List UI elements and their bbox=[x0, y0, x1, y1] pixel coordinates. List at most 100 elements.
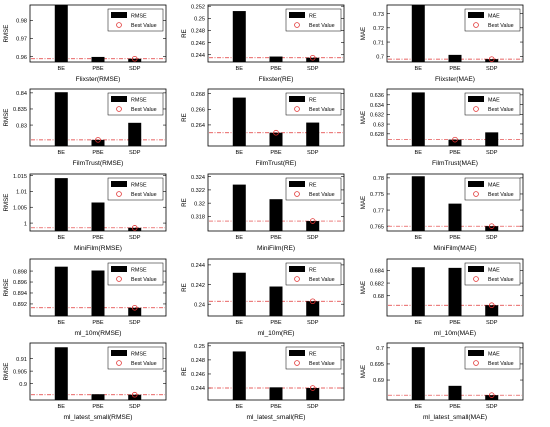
y-tick-label: 0.24 bbox=[194, 302, 205, 308]
chart-title: Flixster(RE) bbox=[259, 76, 294, 83]
legend-best-label: Best Value bbox=[131, 192, 157, 198]
chart-title: ml_10m(RE) bbox=[257, 330, 294, 337]
x-tick-label: PBE bbox=[92, 320, 103, 326]
y-tick-label: 0.244 bbox=[191, 53, 205, 59]
x-tick-label: BE bbox=[236, 150, 244, 156]
x-tick-label: PBE bbox=[449, 404, 460, 410]
y-tick-label: 0.244 bbox=[191, 386, 205, 392]
y-tick-label: 0.73 bbox=[373, 12, 384, 18]
bar-pbe bbox=[269, 286, 283, 316]
y-tick-label: 0.324 bbox=[191, 175, 205, 181]
legend-best-marker bbox=[116, 106, 122, 112]
y-axis-label: MAE bbox=[360, 111, 367, 124]
x-tick-label: PBE bbox=[449, 150, 460, 156]
chart-title: MiniFilm(RE) bbox=[257, 245, 295, 252]
y-tick-label: 0.97 bbox=[16, 37, 27, 43]
x-tick-label: BE bbox=[236, 320, 244, 326]
y-axis-label: MAE bbox=[360, 27, 367, 40]
y-axis-label: RMSE bbox=[3, 109, 10, 127]
x-tick-label: BE bbox=[58, 235, 66, 241]
y-tick-label: 0.98 bbox=[16, 19, 27, 25]
y-axis-label: RE bbox=[181, 367, 188, 376]
legend-best-marker bbox=[473, 191, 479, 197]
y-tick-label: 1.015 bbox=[13, 174, 27, 180]
bar-pbe bbox=[269, 387, 283, 400]
best-value-marker bbox=[273, 129, 279, 136]
chart-title: ml_latest_small(RE) bbox=[247, 414, 306, 421]
bar-pbe bbox=[91, 56, 105, 62]
y-tick-label: 0.684 bbox=[370, 269, 384, 275]
legend-bar-label: MAE bbox=[488, 97, 500, 103]
legend-bar-swatch bbox=[111, 266, 127, 272]
best-value-marker bbox=[488, 223, 495, 229]
chart-title: Flixster(MAE) bbox=[435, 76, 475, 83]
y-axis-label: RMSE bbox=[3, 25, 10, 43]
chart-panel-6: 1 1.005 1.01 1.015 RMSE BE PBE SDP MiniFilm(RMSE… bbox=[3, 173, 167, 252]
bar-be bbox=[232, 351, 246, 400]
legend-bar-label: RE bbox=[309, 182, 317, 188]
legend-best-marker bbox=[116, 22, 122, 28]
best-value-marker bbox=[95, 137, 101, 143]
x-tick-label: SDP bbox=[129, 150, 141, 156]
bar-be bbox=[54, 92, 68, 146]
bar-be bbox=[54, 347, 68, 400]
chart-title: FilmTrust(RMSE) bbox=[73, 160, 124, 167]
legend-bar-swatch bbox=[111, 350, 127, 356]
x-tick-label: BE bbox=[58, 66, 66, 72]
bar-pbe bbox=[269, 132, 283, 146]
legend-bar-swatch bbox=[111, 181, 127, 187]
x-tick-label: PBE bbox=[92, 404, 103, 410]
best-value-marker bbox=[488, 302, 495, 309]
y-tick-label: 0.682 bbox=[370, 281, 384, 287]
x-tick-label: BE bbox=[236, 235, 244, 241]
legend-bar-swatch bbox=[289, 181, 305, 187]
legend-bar-swatch bbox=[111, 96, 127, 102]
legend-best-label: Best Value bbox=[131, 23, 157, 29]
y-axis-label: RMSE bbox=[3, 279, 10, 297]
bar-pbe bbox=[91, 270, 105, 316]
x-tick-label: SDP bbox=[486, 404, 498, 410]
best-value-marker bbox=[452, 136, 458, 143]
chart-panel-7: 0.318 0.32 0.322 0.324 RE BE PBE SDP MiniFilm(RE… bbox=[181, 173, 345, 252]
legend-best-marker bbox=[473, 22, 479, 28]
y-tick-label: 0.32 bbox=[194, 201, 205, 207]
best-value-marker bbox=[309, 298, 316, 305]
y-tick-label: 0.695 bbox=[370, 362, 384, 368]
chart-panel-2: 0.7 0.71 0.72 0.73 MAE BE PBE SDP Flixster(MAE) M… bbox=[360, 4, 524, 83]
x-tick-label: PBE bbox=[449, 320, 460, 326]
bar-be bbox=[232, 272, 246, 316]
chart-title: FilmTrust(RE) bbox=[256, 160, 297, 167]
chart-panel-4: 0.264 0.266 0.268 RE BE PBE SDP FilmTrust(RE) RE… bbox=[181, 88, 345, 167]
x-tick-label: BE bbox=[236, 66, 244, 72]
legend-best-marker bbox=[294, 360, 300, 366]
x-tick-label: SDP bbox=[307, 66, 319, 72]
y-tick-label: 0.835 bbox=[13, 107, 27, 113]
legend-best-label: Best Value bbox=[131, 107, 157, 113]
y-tick-label: 0.25 bbox=[194, 17, 205, 23]
y-axis-label: RMSE bbox=[3, 194, 10, 212]
legend-bar-swatch bbox=[468, 266, 484, 272]
legend-bar-swatch bbox=[468, 350, 484, 356]
bar-be bbox=[54, 178, 68, 231]
y-tick-label: 0.248 bbox=[191, 29, 205, 35]
x-tick-label: SDP bbox=[307, 150, 319, 156]
y-tick-label: 0.77 bbox=[373, 208, 384, 214]
chart-panel-0: 0.96 0.97 0.98 RMSE BE PBE SDP Flixster(RMSE) RM… bbox=[3, 4, 167, 83]
chart-title: MiniFilm(MAE) bbox=[433, 245, 476, 252]
y-axis-label: RMSE bbox=[3, 363, 10, 381]
x-tick-label: PBE bbox=[270, 404, 281, 410]
y-tick-label: 0.246 bbox=[191, 372, 205, 378]
bar-pbe bbox=[448, 139, 462, 146]
x-tick-label: SDP bbox=[307, 235, 319, 241]
y-tick-label: 0.244 bbox=[191, 263, 205, 269]
bar-be bbox=[411, 347, 425, 400]
x-tick-label: PBE bbox=[92, 150, 103, 156]
bar-sdp bbox=[485, 305, 499, 316]
bar-pbe bbox=[91, 139, 105, 146]
y-tick-label: 0.252 bbox=[191, 4, 205, 10]
x-tick-label: SDP bbox=[486, 235, 498, 241]
bar-sdp bbox=[128, 122, 142, 146]
y-tick-label: 0.69 bbox=[373, 378, 384, 384]
chart-title: MiniFilm(RMSE) bbox=[74, 245, 122, 252]
